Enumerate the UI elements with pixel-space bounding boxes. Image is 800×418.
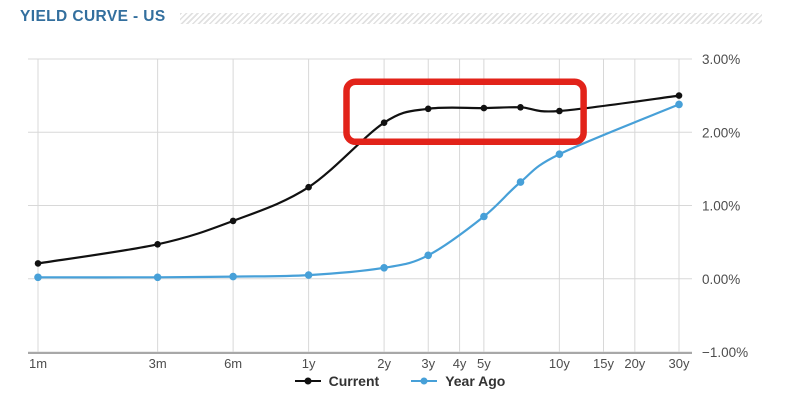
chart-svg[interactable]: 3.00% 2.00% 1.00% 0.00% −1.00% 1m 3m 6m 1y 2y 3y 4y… [0,40,800,374]
data-point-year-ago[interactable] [555,150,564,158]
annotation-highlight-rect [343,78,587,146]
data-point-year-ago[interactable] [34,273,42,282]
x-tick-label: 20y [624,356,645,371]
data-point-current[interactable] [517,104,524,111]
data-point-year-ago[interactable] [675,100,683,109]
data-point-current[interactable] [34,260,42,267]
data-point-year-ago[interactable] [516,178,525,186]
x-tick-label: 15y [593,356,614,371]
x-tick-label: 3y [421,356,435,371]
y-tick-label: 0.00% [702,272,740,287]
x-tick-label: 10y [549,356,570,371]
data-point-current[interactable] [305,183,312,191]
data-point-current[interactable] [229,217,237,225]
data-point-year-ago[interactable] [304,271,313,279]
year-ago-series-marker-icon [411,380,438,382]
panel-title: YIELD CURVE - US [20,8,166,25]
data-point-current[interactable] [480,104,488,112]
legend-label-year-ago: Year Ago [445,373,506,389]
header-hatch-decoration [179,13,762,24]
yield-curve-chart[interactable]: 3.00% 2.00% 1.00% 0.00% −1.00% 1m 3m 6m 1y 2y 3y 4y… [0,40,800,374]
x-tick-label: 4y [453,356,467,371]
chart-legend: Current Year Ago [0,373,800,389]
series-path-year-ago [36,103,681,279]
legend-label-current: Current [328,373,380,389]
x-tick-label: 3m [149,356,167,371]
data-point-current[interactable] [675,92,683,99]
x-tick-label: 30y [669,356,690,371]
data-point-year-ago[interactable] [229,272,237,281]
y-tick-label: 2.00% [702,125,740,140]
y-tick-label: 1.00% [702,199,740,214]
data-point-current[interactable] [380,119,388,126]
series-path-current [36,94,681,265]
x-tick-label: 6m [224,356,242,371]
data-point-current[interactable] [154,241,161,248]
y-tick-label: 3.00% [702,52,740,67]
panel-header: YIELD CURVE - US [20,8,762,26]
data-point-current[interactable] [556,107,563,115]
data-point-current[interactable] [424,105,432,113]
x-tick-label: 5y [477,356,491,371]
x-tick-label: 1y [302,356,316,371]
current-series-marker-icon [294,380,321,382]
legend-item-year-ago[interactable]: Year Ago [411,373,505,389]
data-point-year-ago[interactable] [424,251,433,260]
data-point-year-ago[interactable] [380,264,388,272]
x-tick-label: 2y [377,356,391,371]
x-tick-label: 1m [29,356,47,371]
data-point-year-ago[interactable] [153,273,162,282]
data-point-year-ago[interactable] [480,212,488,221]
y-tick-label: −1.00% [702,345,748,360]
legend-item-current[interactable]: Current [294,373,380,389]
